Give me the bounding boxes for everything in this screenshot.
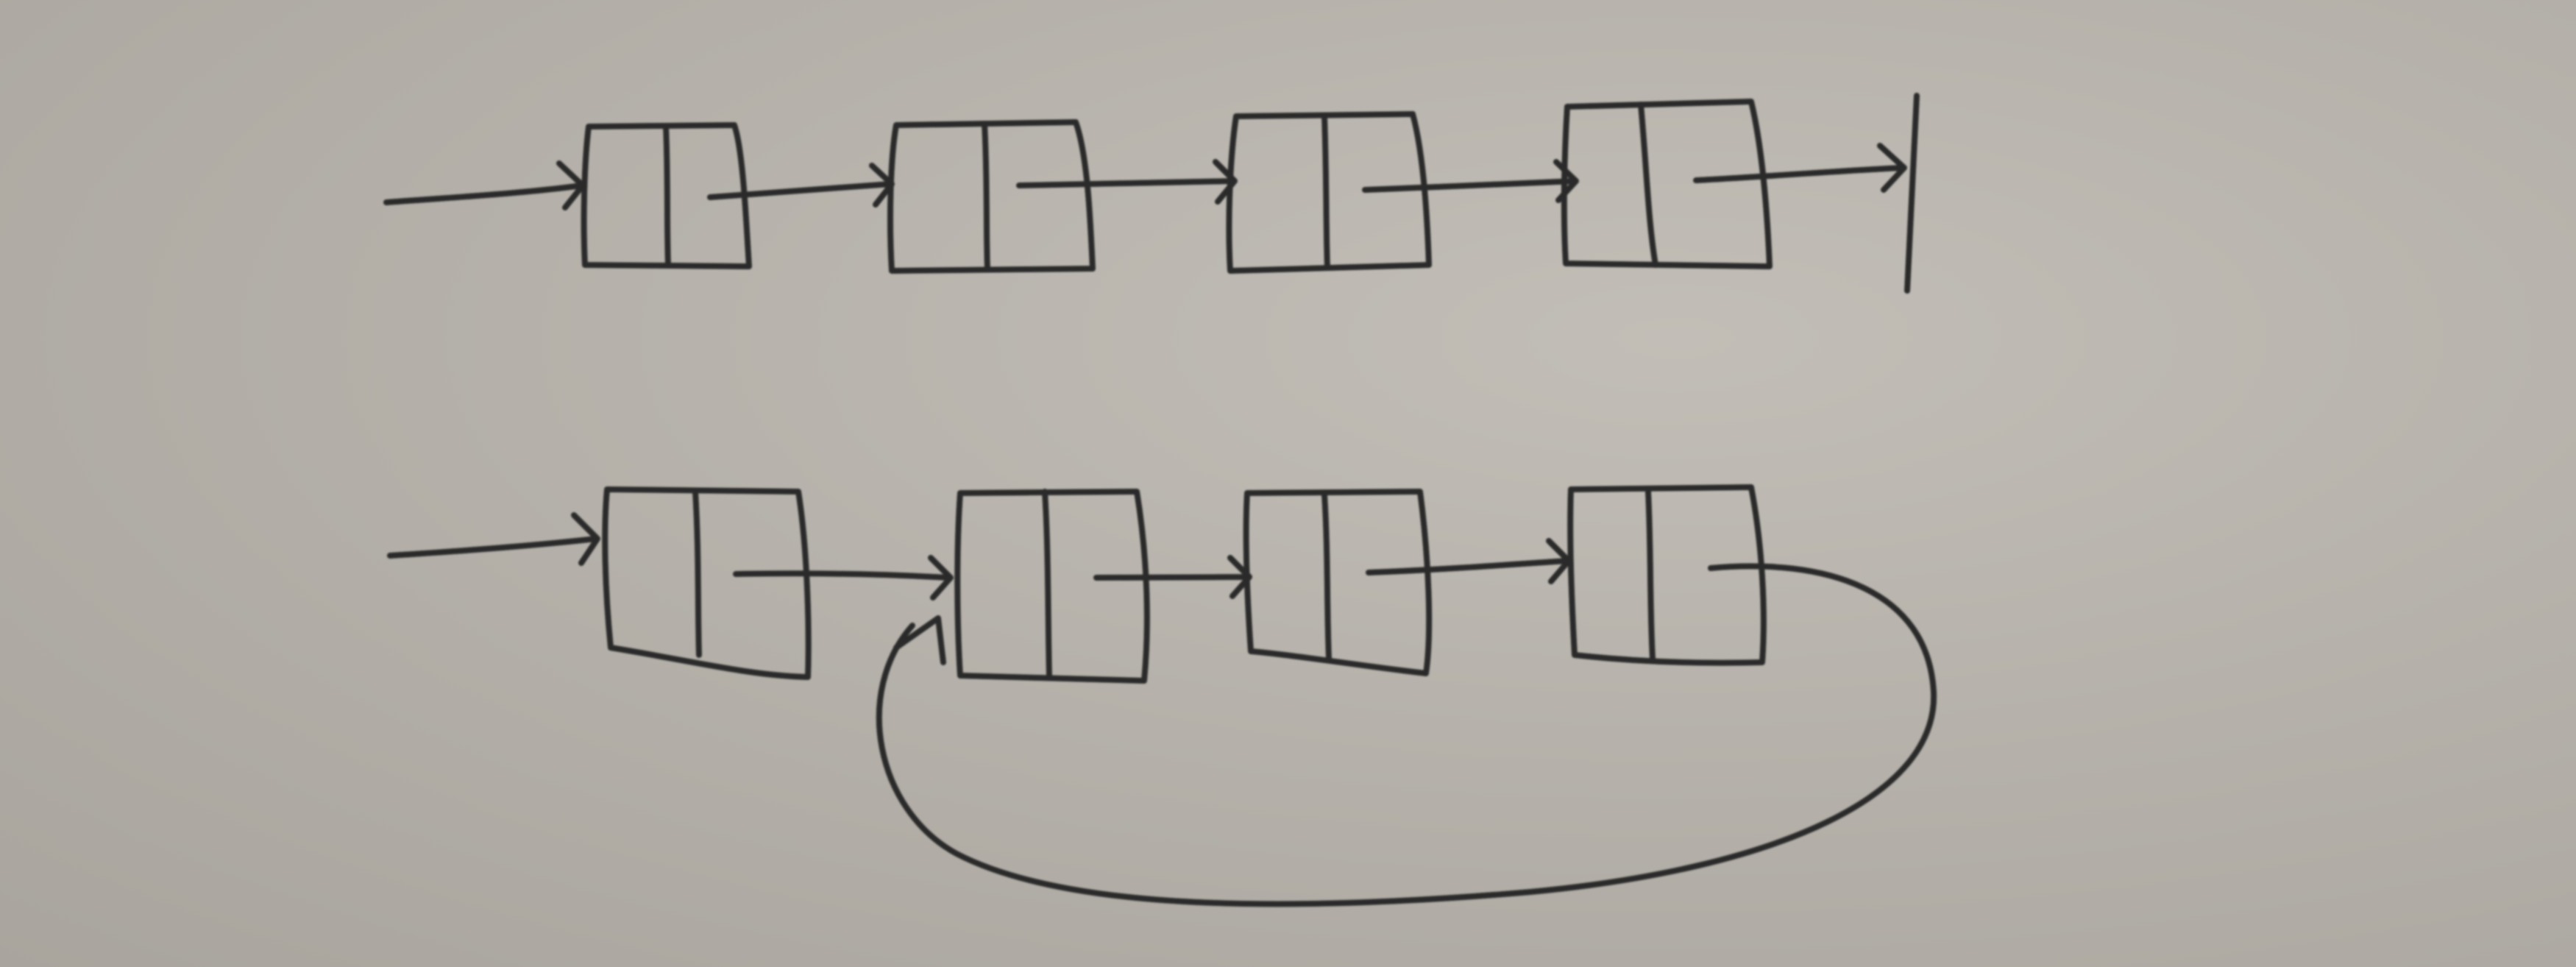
next-pointer-arrow bbox=[1366, 538, 1572, 584]
cycle-back-pointer-arrowhead bbox=[893, 615, 946, 665]
list-node bbox=[602, 486, 812, 680]
head-pointer-arrow bbox=[383, 160, 586, 210]
null-terminator bbox=[1904, 93, 1920, 294]
cycle-back-pointer bbox=[876, 563, 1937, 907]
next-pointer-arrow bbox=[1093, 555, 1252, 599]
cyclic-list bbox=[387, 484, 1937, 907]
next-pointer-arrow bbox=[707, 163, 895, 208]
head-pointer-arrow bbox=[387, 512, 600, 566]
list-node bbox=[887, 119, 1096, 274]
next-pointer-arrow bbox=[1693, 143, 1907, 193]
null-terminated-list bbox=[383, 93, 1920, 294]
next-pointer-arrow bbox=[1362, 159, 1579, 203]
next-pointer-arrow bbox=[1016, 159, 1238, 205]
list-node bbox=[1243, 489, 1433, 676]
list-node bbox=[1226, 111, 1432, 274]
list-node bbox=[1561, 99, 1773, 269]
list-node bbox=[1567, 484, 1767, 666]
list-node bbox=[954, 489, 1150, 684]
next-pointer-arrow bbox=[733, 555, 954, 601]
list-node bbox=[581, 122, 752, 269]
